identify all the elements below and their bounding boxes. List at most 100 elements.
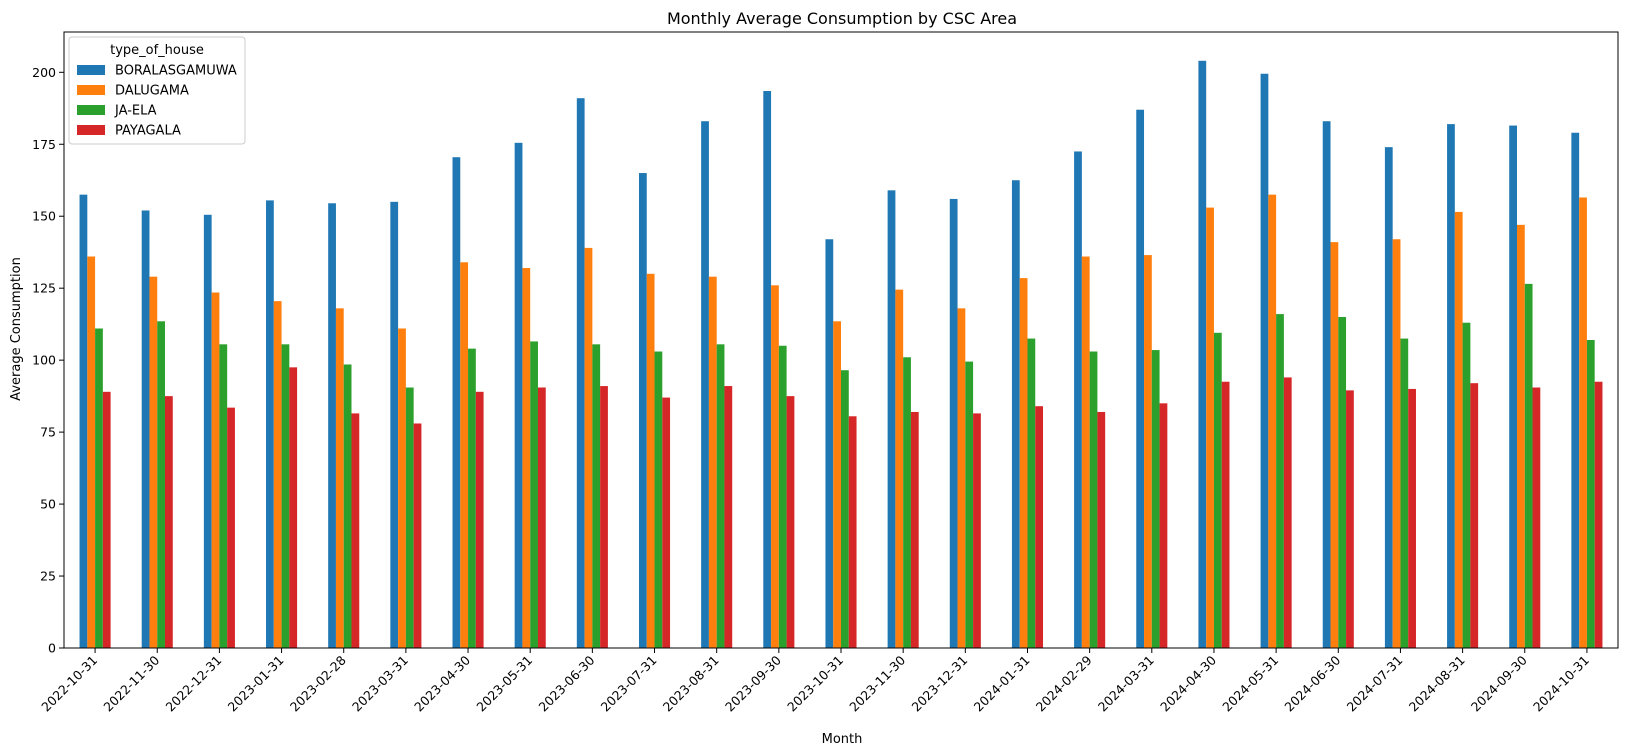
bar <box>833 321 841 648</box>
bar <box>973 413 981 648</box>
bar <box>522 268 531 648</box>
bar <box>102 391 111 648</box>
bar <box>1097 411 1106 648</box>
bar <box>646 273 655 648</box>
bar <box>343 364 352 648</box>
x-tick-label: 2024-09-30 <box>1468 652 1530 714</box>
bar <box>1144 255 1152 648</box>
series-payagala <box>102 367 1603 648</box>
y-tick-label: 200 <box>32 65 56 80</box>
bar <box>87 256 96 648</box>
bar <box>887 190 896 648</box>
bar <box>227 407 235 648</box>
bar <box>452 157 461 648</box>
bar <box>1081 256 1090 648</box>
bar <box>848 416 857 648</box>
bar <box>1283 377 1292 648</box>
legend-box <box>68 36 246 145</box>
bar <box>1392 239 1401 648</box>
bar <box>149 276 158 648</box>
y-tick-label: 0 <box>48 641 56 656</box>
bar <box>1516 224 1525 649</box>
bar <box>825 239 834 648</box>
bar <box>273 301 282 648</box>
bar <box>289 367 298 648</box>
bar <box>1206 207 1214 648</box>
series-dalugama <box>87 194 1587 649</box>
y-tick-label: 125 <box>32 281 56 296</box>
bar <box>1571 132 1580 648</box>
bar <box>1151 350 1160 648</box>
y-tick-label: 50 <box>40 497 56 512</box>
bar <box>592 344 601 648</box>
legend-title: type_of_house <box>110 43 204 58</box>
bar <box>778 345 787 648</box>
bar <box>1400 338 1409 648</box>
bar <box>1524 283 1533 648</box>
bar <box>1019 278 1028 648</box>
bar <box>514 142 523 648</box>
bar <box>530 341 538 648</box>
bar <box>1408 388 1416 648</box>
bar <box>1027 338 1036 648</box>
x-tick-label: 2022-12-31 <box>163 653 225 715</box>
bar <box>600 386 608 648</box>
bar <box>786 396 795 648</box>
bar <box>335 308 344 648</box>
bar <box>1213 332 1222 648</box>
chart-title: Monthly Average Consumption by CSC Area <box>667 9 1017 28</box>
bar <box>1268 194 1277 648</box>
bar <box>157 321 166 648</box>
y-tick-label: 150 <box>32 209 56 224</box>
x-tick-label: 2023-10-31 <box>784 653 846 715</box>
x-tick-label: 2023-12-31 <box>908 653 970 715</box>
bar <box>654 351 663 648</box>
bar <box>1330 242 1339 648</box>
bar <box>841 370 849 648</box>
bar <box>1260 73 1269 649</box>
bar <box>398 328 406 648</box>
x-tick-label: 2023-02-28 <box>287 652 349 714</box>
y-tick-label: 75 <box>40 425 56 440</box>
bar <box>1338 316 1347 648</box>
y-tick-label: 175 <box>32 137 56 152</box>
x-tick-label: 2023-11-30 <box>846 652 908 714</box>
bar <box>1470 383 1479 648</box>
bar <box>771 285 779 648</box>
bar <box>1198 60 1207 649</box>
bar <box>475 391 484 648</box>
bar <box>949 198 958 648</box>
bar <box>351 413 360 648</box>
x-tick-label: 2023-05-31 <box>473 653 535 715</box>
x-tick-label: 2023-04-30 <box>411 652 473 714</box>
x-tick-label: 2022-10-31 <box>38 653 100 715</box>
bar <box>1159 403 1168 648</box>
bar <box>413 423 422 648</box>
bar <box>1221 381 1230 648</box>
x-tick-label: 2024-03-31 <box>1095 653 1157 715</box>
bar <box>1586 340 1595 648</box>
bar <box>211 292 220 648</box>
bar <box>1136 109 1145 649</box>
bar <box>1462 322 1471 648</box>
x-tick-label: 2023-03-31 <box>349 653 411 715</box>
bar <box>1594 381 1603 648</box>
x-tick-label: 2023-07-31 <box>598 653 660 715</box>
bar <box>405 387 414 648</box>
bar <box>141 210 150 648</box>
x-tick-label: 2023-09-30 <box>722 652 784 714</box>
x-tick-label: 2024-05-31 <box>1219 653 1281 715</box>
bar <box>1089 351 1098 648</box>
bar <box>662 397 671 648</box>
bar <box>724 386 733 648</box>
bar <box>910 411 919 648</box>
bar <box>638 173 647 649</box>
bar <box>1509 125 1517 649</box>
legend-swatch <box>77 85 105 95</box>
bar <box>1532 387 1541 648</box>
x-tick-label: 2024-10-31 <box>1530 653 1592 715</box>
bar <box>1346 390 1354 648</box>
bar <box>965 361 974 648</box>
